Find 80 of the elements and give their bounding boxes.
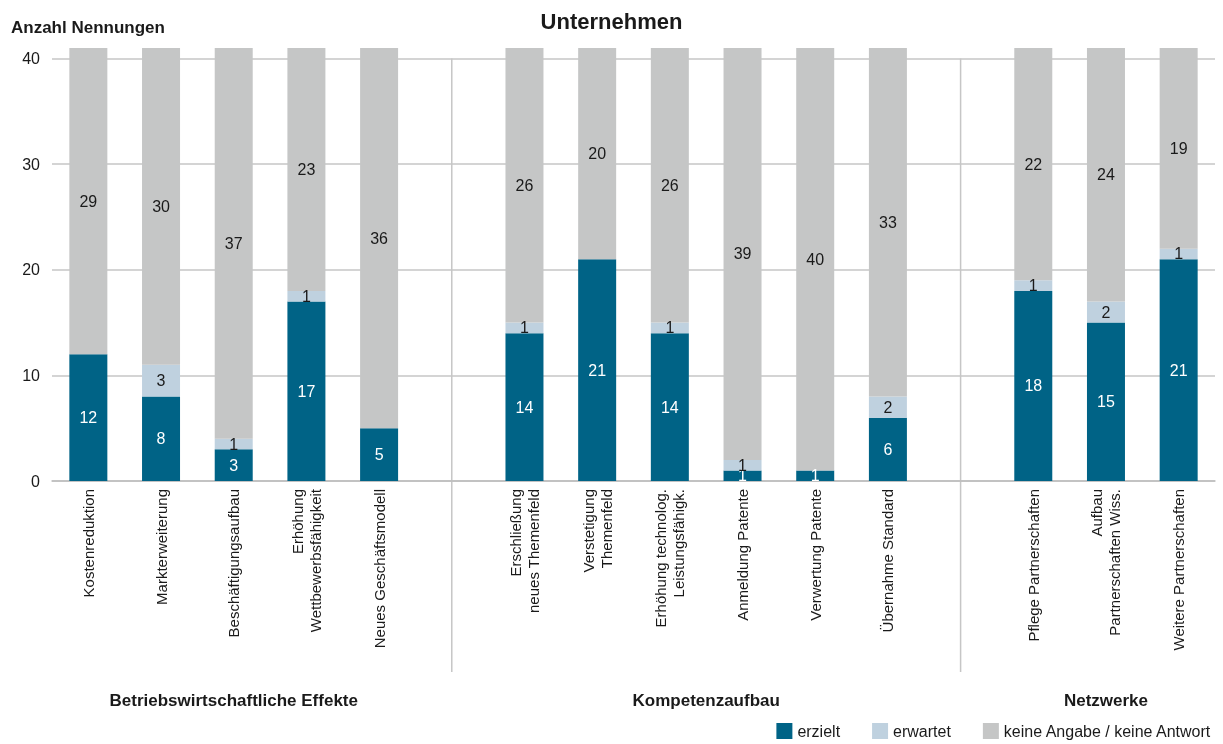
bar [1014,280,1053,291]
x-tick-label: Verwertung Patente [806,489,824,621]
x-tick-label: Pflege Partnerschaften [1024,489,1042,642]
x-tick-label: Erschließung neues Themenfeld [506,489,542,613]
bar [1086,301,1125,323]
chart-title: Unternehmen [540,8,683,34]
y-tick-label: 20 [22,261,41,279]
data-label: 1 [810,467,820,485]
x-tick-label: Kostenreduktion [79,489,97,598]
data-label: 1 [301,287,311,305]
bar [650,333,689,481]
data-label: 14 [515,398,534,416]
bar [69,354,108,481]
data-label: 26 [515,176,534,194]
data-label: 14 [660,398,679,416]
legend-label: keine Angabe / keine Antwort [1003,722,1211,740]
y-tick-label: 40 [22,50,41,68]
data-label: 22 [1024,155,1043,173]
data-label: 3 [229,456,239,474]
x-tick-label: Erhöhung Wettbewerbsfähigkeit [288,488,324,633]
x-tick-label: Beschäftigungsaufbau [225,489,243,638]
y-tick-label: 30 [22,155,41,173]
data-label: 18 [1024,377,1043,395]
data-label: 19 [1169,139,1188,157]
text: Betriebswirtschaftliche Effekte [109,690,358,710]
y-axis-title: Anzahl Nennungen [11,18,165,37]
data-label: 24 [1097,166,1115,184]
x-tick-label: Anmeldung Patente [734,489,752,621]
data-label: 37 [224,234,243,252]
y-tick-label: 10 [22,366,41,384]
y-tick-label: 0 [31,472,41,490]
bar [214,449,253,481]
bar [1014,290,1053,481]
bar [868,396,907,418]
bar [1086,322,1125,481]
data-label: 12 [79,409,98,427]
x-tick-label: Neues Geschäftsmodell [370,489,388,649]
data-label: 17 [297,382,316,400]
data-label: 36 [370,229,389,247]
data-label: 39 [733,245,752,263]
x-tick-label: Übernahme Standard [879,489,897,633]
data-label: 33 [879,213,897,231]
bar [868,417,907,481]
data-label: 1 [1174,245,1184,263]
bar [505,333,544,481]
bar [360,428,399,481]
data-label: 8 [156,430,166,448]
bar [1159,259,1198,481]
data-label: 5 [374,446,384,464]
bar [723,470,762,481]
x-tick-label: Weitere Partnerschaften [1170,489,1188,651]
data-label: 1 [665,319,675,337]
data-label: 1 [1028,277,1038,295]
x-tick-label: Aufbau Partnerschaften Wiss. [1088,489,1124,636]
data-label: 21 [1169,361,1188,379]
data-label: 30 [152,197,171,215]
bar [796,470,835,481]
data-label: 2 [883,398,893,416]
bar [578,259,617,481]
x-tick-label: Erhöhung technolog. Leistungsfähigk. [652,489,688,628]
data-label: 20 [588,145,607,163]
data-label: 40 [806,250,825,268]
text: Netzwerke [1063,690,1149,710]
bar [287,301,326,481]
data-label: 21 [588,361,607,379]
data-label: 3 [156,372,166,390]
data-label: 29 [79,192,98,210]
data-label: 6 [883,440,893,458]
data-label: 15 [1097,393,1115,411]
bar [142,396,181,481]
legend-label: erzielt [797,722,841,740]
text: Kompetenzaufbau [632,690,780,710]
data-label: 1 [520,319,530,337]
bar [142,364,181,397]
data-label: 23 [297,160,316,178]
data-label: 26 [660,176,679,194]
data-label: 2 [1101,303,1111,321]
legend-label: erwartet [893,722,952,740]
x-tick-label: Markterweiterung [152,489,170,605]
data-label: 1 [229,435,239,453]
